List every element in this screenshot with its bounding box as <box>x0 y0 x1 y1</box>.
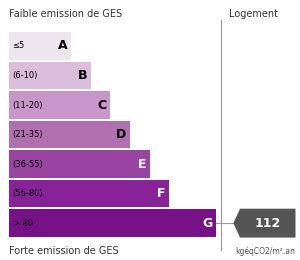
Polygon shape <box>233 209 296 238</box>
Text: E: E <box>138 158 146 171</box>
Bar <box>9 121 130 148</box>
Bar <box>9 180 169 207</box>
Text: 112: 112 <box>255 217 281 230</box>
Bar <box>9 91 110 119</box>
Text: D: D <box>116 128 127 141</box>
Text: (36-55): (36-55) <box>13 160 43 168</box>
Text: > 80: > 80 <box>13 219 33 228</box>
Text: Logement: Logement <box>230 9 278 19</box>
Bar <box>9 150 150 178</box>
Text: ≤5: ≤5 <box>13 41 25 50</box>
Bar <box>9 62 91 89</box>
Text: B: B <box>78 69 87 82</box>
Bar <box>9 209 216 237</box>
Text: kgéqCO2/m².an: kgéqCO2/m².an <box>236 247 296 256</box>
Text: (56-80): (56-80) <box>13 189 43 198</box>
Bar <box>9 32 71 60</box>
Text: Faible emission de GES: Faible emission de GES <box>9 9 122 19</box>
Text: C: C <box>98 99 107 112</box>
Text: G: G <box>202 217 212 230</box>
Text: Forte emission de GES: Forte emission de GES <box>9 246 118 256</box>
Text: A: A <box>58 40 68 53</box>
Text: (21-35): (21-35) <box>13 130 43 139</box>
Text: F: F <box>157 187 166 200</box>
Text: (6-10): (6-10) <box>13 71 38 80</box>
Text: (11-20): (11-20) <box>13 101 43 109</box>
